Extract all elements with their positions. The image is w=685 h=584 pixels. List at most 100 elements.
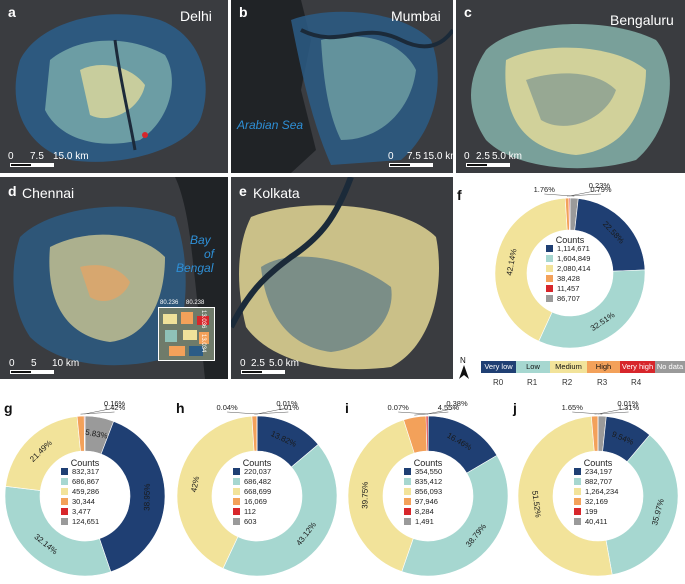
north-label: N: [460, 356, 466, 365]
map-bengaluru: c Bengaluru 0 2.5 5.0 km: [456, 0, 685, 173]
donut-chart-f: 1.76%22.58%32.51%42.14%0.79%0.23%Counts1…: [494, 181, 646, 349]
pct-label-outside: 1.01%: [278, 403, 300, 412]
legend-sub-0: R0: [493, 378, 504, 387]
scale-mid: 7.5: [407, 151, 421, 162]
pct-label-outside: 1.76%: [534, 185, 556, 194]
counts-value: 1,491: [415, 517, 434, 526]
slice-low: [605, 434, 679, 576]
map-bengaluru-texture: [471, 23, 670, 169]
counts-value: 40,411: [585, 517, 607, 526]
leader-line: [254, 411, 289, 415]
counts-value: 3,477: [72, 507, 91, 516]
panel-letter-c: c: [464, 4, 472, 20]
inset-texture: [163, 312, 209, 356]
counts-swatch: [233, 488, 240, 495]
sea-bay-of-bengal-3: Bengal: [176, 261, 214, 275]
counts-swatch: [233, 478, 240, 485]
slice-medium: [176, 415, 255, 569]
counts-swatch: [574, 508, 581, 515]
counts-swatch: [61, 468, 68, 475]
counts-swatch: [233, 508, 240, 515]
pct-label: 51.52%: [530, 490, 542, 518]
scale-zero: 0: [240, 358, 246, 369]
counts-title: Counts: [556, 235, 585, 245]
counts-swatch: [546, 275, 553, 282]
sea-bay-of-bengal-2: of: [204, 247, 215, 261]
counts-value: 856,093: [415, 487, 442, 496]
counts-value: 234,197: [585, 467, 612, 476]
pct-label: 42%: [189, 476, 201, 493]
panel-letter-g: g: [4, 400, 13, 416]
counts-swatch: [546, 265, 553, 272]
counts-value: 220,037: [244, 467, 271, 476]
counts-title: Counts: [243, 458, 272, 468]
inset-lat-1: 13.036: [200, 310, 206, 329]
pct-label-outside: 0.23%: [589, 181, 611, 190]
pct-label-outside: 4.55%: [438, 403, 460, 412]
scalebar-delhi: [10, 163, 54, 167]
scale-end: 5.0 km: [269, 358, 300, 369]
counts-title: Counts: [584, 458, 613, 468]
scale-end: 15.0 km: [53, 151, 89, 162]
counts-title: Counts: [71, 458, 100, 468]
scale-end: 10 km: [52, 358, 80, 369]
slice-very-low: [99, 420, 166, 573]
slice-low: [401, 454, 509, 577]
sea-arabian: Arabian Sea: [237, 118, 304, 132]
counts-value: 686,482: [244, 477, 271, 486]
scale-mid: 2.5: [476, 151, 490, 162]
legend: Very low Low Medium High Very high No da…: [481, 361, 685, 373]
pct-label-outside: 0.38%: [446, 399, 468, 408]
pct-label: 39.75%: [360, 482, 369, 509]
leader-line: [227, 411, 258, 415]
counts-swatch: [233, 468, 240, 475]
pct-label: 5.83%: [84, 428, 108, 441]
legend-medium: Medium: [550, 361, 587, 373]
map-mumbai-texture: [231, 0, 453, 173]
map-chennai-texture: [13, 177, 228, 379]
map-chennai: d Chennai Bay of Bengal 80.236 80.238 13…: [0, 177, 228, 379]
leader-line: [398, 411, 429, 415]
slice-low: [4, 485, 112, 577]
scale-mid: 2.5: [251, 358, 265, 369]
counts-value: 832,317: [72, 467, 99, 476]
panel-letter-f: f: [457, 187, 462, 203]
map-delhi: a Delhi 0 7.5 15.0 km: [0, 0, 228, 173]
counts-value: 32,169: [585, 497, 608, 506]
counts-value: 11,457: [557, 284, 579, 293]
counts-swatch: [404, 498, 411, 505]
leader-line: [256, 407, 288, 415]
counts-swatch: [404, 488, 411, 495]
counts-swatch: [61, 518, 68, 525]
pct-label-outside: 1.65%: [562, 403, 584, 412]
leader-line: [597, 407, 629, 415]
counts-swatch: [574, 468, 581, 475]
inset-lat-2: 13.034: [200, 334, 206, 353]
counts-swatch: [404, 518, 411, 525]
slice-very-high: [568, 197, 571, 231]
panel-letter-d: d: [8, 183, 17, 199]
slice-very-high: [83, 415, 86, 452]
scalebar-kolkata: [241, 370, 285, 374]
panel-letter-a: a: [8, 4, 16, 20]
pct-label-outside: 0.16%: [104, 399, 126, 408]
pct-label-outside: 0.79%: [590, 185, 612, 194]
leader-line: [569, 189, 600, 197]
legend-sub-4: R4: [631, 378, 642, 387]
slice-very-high: [425, 415, 429, 452]
counts-value: 86,707: [557, 294, 580, 303]
pct-label: 38.95%: [142, 484, 152, 511]
counts-swatch: [233, 498, 240, 505]
scalebar-chennai: [10, 370, 54, 374]
pct-label-outside: 1.42%: [104, 403, 126, 412]
panel-letter-e: e: [239, 183, 247, 199]
scale-mid: 7.5: [30, 151, 44, 162]
counts-value: 97,946: [415, 497, 438, 506]
map-inset-chennai: [158, 307, 215, 361]
leader-line: [414, 411, 449, 416]
map-kolkata: e Kolkata 0 2.5 5.0 km: [231, 177, 453, 379]
counts-value: 668,699: [244, 487, 271, 496]
counts-value: 8,284: [415, 507, 434, 516]
counts-swatch: [61, 478, 68, 485]
pct-label-outside: 0.04%: [216, 403, 238, 412]
